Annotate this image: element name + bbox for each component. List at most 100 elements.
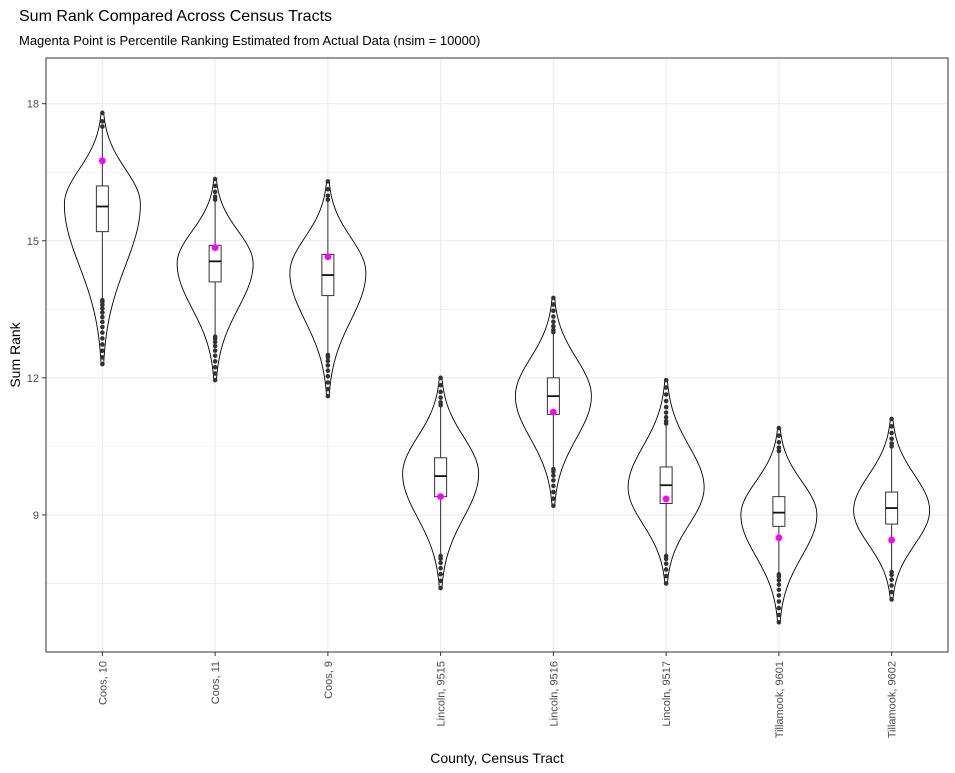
outlier-point: [663, 418, 669, 424]
x-tick-label: Coos, 11: [210, 661, 222, 704]
outlier-point: [889, 572, 894, 578]
outlier-point: [438, 389, 443, 395]
outlier-point: [438, 382, 443, 388]
outlier-point: [325, 380, 331, 385]
outlier-point: [438, 565, 443, 571]
x-tick-label: Lincoln, 9516: [548, 661, 560, 726]
outlier-point: [776, 582, 782, 587]
outlier-point: [100, 119, 105, 124]
y-tick-label: 15: [27, 236, 39, 248]
outlier-point: [889, 416, 894, 422]
outlier-point: [212, 343, 218, 349]
x-tick-label: Lincoln, 9515: [436, 661, 448, 726]
outlier-point: [776, 599, 782, 604]
outlier-point: [551, 295, 556, 301]
outlier-point: [776, 587, 782, 593]
outlier-point: [325, 358, 331, 364]
violins: [63, 110, 931, 625]
outlier-point: [100, 342, 105, 347]
outlier-point: [212, 377, 218, 383]
iqr-box: [772, 496, 786, 527]
outlier-point: [663, 581, 669, 586]
outlier-point: [551, 489, 556, 495]
y-tick-label: 12: [27, 373, 39, 385]
outlier-point: [551, 327, 556, 333]
outlier-point: [438, 571, 443, 577]
y-tick-label: 9: [33, 510, 39, 522]
x-axis-title: County, Census Tract: [430, 750, 564, 766]
outlier-point: [212, 359, 218, 364]
outlier-point: [776, 620, 782, 625]
outlier-point: [551, 469, 556, 474]
outlier-point: [100, 355, 105, 360]
violin-group: [627, 377, 705, 586]
outlier-point: [212, 194, 218, 199]
outlier-point: [325, 373, 331, 379]
actual-point: [324, 253, 332, 261]
violin-group: [289, 179, 367, 399]
x-tick-label: Coos, 9: [323, 661, 335, 699]
y-axis: 9 12 15 18: [27, 99, 46, 522]
outlier-point: [663, 573, 669, 579]
violin-group: [740, 425, 818, 625]
outlier-point: [776, 577, 782, 583]
y-axis-title: Sum Rank: [7, 321, 23, 387]
outlier-point: [776, 605, 782, 611]
outlier-point: [551, 302, 556, 307]
outlier-point: [438, 375, 443, 381]
outlier-point: [438, 560, 443, 566]
iqr-box: [95, 185, 109, 233]
outlier-point: [100, 314, 105, 320]
outlier-point: [663, 398, 669, 404]
actual-point: [662, 495, 670, 503]
outlier-point: [663, 415, 669, 420]
outlier-point: [551, 503, 556, 509]
outlier-point: [100, 306, 105, 311]
outlier-point: [325, 354, 331, 360]
outlier-point: [776, 439, 782, 445]
actual-point: [549, 408, 557, 416]
outlier-point: [100, 330, 105, 335]
outlier-point: [889, 589, 894, 595]
outlier-point: [100, 361, 105, 367]
outlier-point: [438, 400, 443, 405]
outlier-point: [889, 436, 894, 442]
outlier-point: [663, 556, 669, 562]
outlier-point: [212, 336, 218, 342]
outlier-point: [100, 110, 105, 116]
outlier-point: [438, 578, 443, 584]
violin-group: [176, 176, 254, 383]
outlier-point: [551, 496, 556, 501]
grid: [46, 58, 948, 652]
outlier-point: [776, 445, 782, 450]
outlier-point: [776, 448, 782, 454]
outlier-point: [212, 339, 218, 345]
outlier-point: [325, 193, 331, 199]
outlier-point: [551, 483, 556, 489]
outlier-point: [100, 324, 105, 330]
x-axis: Coos, 10 Coos, 11 Coos, 9 Lincoln, 9515 Linc…: [97, 652, 899, 738]
outlier-point: [663, 392, 669, 397]
outlier-point: [325, 186, 331, 192]
outlier-point: [551, 323, 556, 329]
outlier-point: [438, 395, 443, 400]
outlier-point: [212, 176, 218, 182]
outlier-point: [325, 368, 331, 373]
x-tick-label: Lincoln, 9517: [661, 661, 673, 726]
outlier-point: [776, 612, 782, 618]
actual-point: [211, 244, 219, 252]
outlier-point: [100, 336, 105, 341]
outlier-point: [551, 473, 556, 478]
x-tick-label: Coos, 10: [97, 661, 109, 705]
outlier-point: [212, 348, 218, 353]
outlier-point: [663, 385, 669, 390]
outlier-point: [551, 314, 556, 319]
outlier-point: [889, 430, 894, 436]
chart-title: Sum Rank Compared Across Census Tracts: [19, 8, 332, 25]
outlier-point: [889, 424, 894, 429]
outlier-point: [100, 310, 105, 315]
outlier-point: [325, 197, 331, 202]
outlier-point: [212, 183, 218, 189]
outlier-point: [551, 478, 556, 483]
